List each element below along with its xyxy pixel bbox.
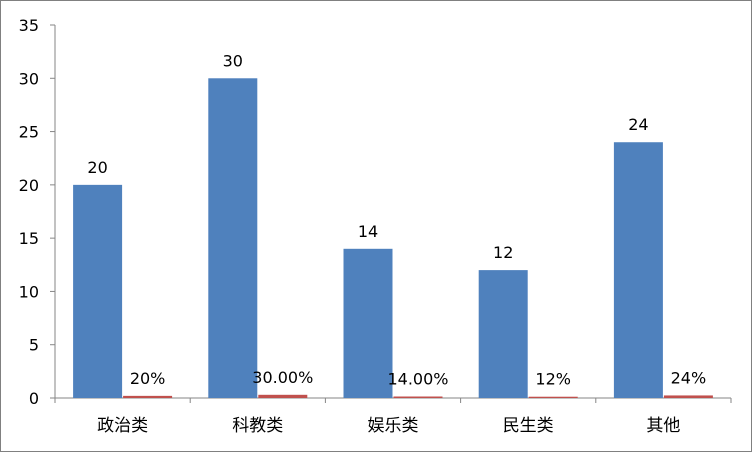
bar-series-1-2 [208, 78, 258, 399]
data-label-series-2-3: 14.00% [387, 370, 448, 389]
bar-series-1-5 [613, 142, 663, 398]
x-category-label: 政治类 [97, 416, 148, 436]
x-category-label: 娱乐类 [368, 416, 419, 436]
data-label-series-2-4: 12% [535, 370, 571, 389]
bar-series-2-4 [528, 396, 578, 398]
data-label-series-1-4: 12 [493, 243, 513, 262]
bars [73, 78, 713, 399]
bar-series-2-1 [123, 395, 173, 398]
data-labels: 20 20% 30 30.00% 14 14.00% 12 12% 24 24% [87, 51, 706, 388]
y-tick-label: 20 [19, 176, 39, 195]
bar-series-1-3 [343, 248, 393, 398]
data-label-series-2-2: 30.00% [252, 368, 313, 387]
x-category-label: 民生类 [503, 416, 554, 436]
y-tick-label: 35 [19, 16, 39, 35]
y-tick-label: 30 [19, 69, 39, 88]
y-tick-label: 0 [29, 389, 39, 408]
data-label-series-1-1: 20 [87, 158, 107, 177]
x-axis-category-labels: 政治类 科教类 娱乐类 民生类 其他 [54, 398, 732, 436]
y-axis-tick-labels: 0 5 10 15 20 25 30 35 [19, 16, 55, 408]
data-label-series-1-3: 14 [358, 222, 378, 241]
data-label-series-1-5: 24 [628, 115, 648, 134]
data-label-series-1-2: 30 [223, 51, 243, 70]
y-tick-label: 25 [19, 123, 39, 142]
bar-series-2-2 [258, 394, 308, 398]
y-tick-label: 5 [29, 336, 39, 355]
data-label-series-2-5: 24% [671, 368, 707, 387]
y-tick-label: 15 [19, 229, 39, 248]
bar-series-2-5 [663, 395, 713, 398]
bar-series-1-4 [478, 270, 528, 398]
bar-series-1-1 [73, 184, 123, 398]
x-category-label: 科教类 [232, 416, 283, 436]
data-label-series-2-1: 20% [130, 369, 166, 388]
x-category-label: 其他 [646, 416, 680, 436]
y-tick-label: 10 [19, 282, 39, 301]
bar-series-2-3 [393, 396, 443, 398]
